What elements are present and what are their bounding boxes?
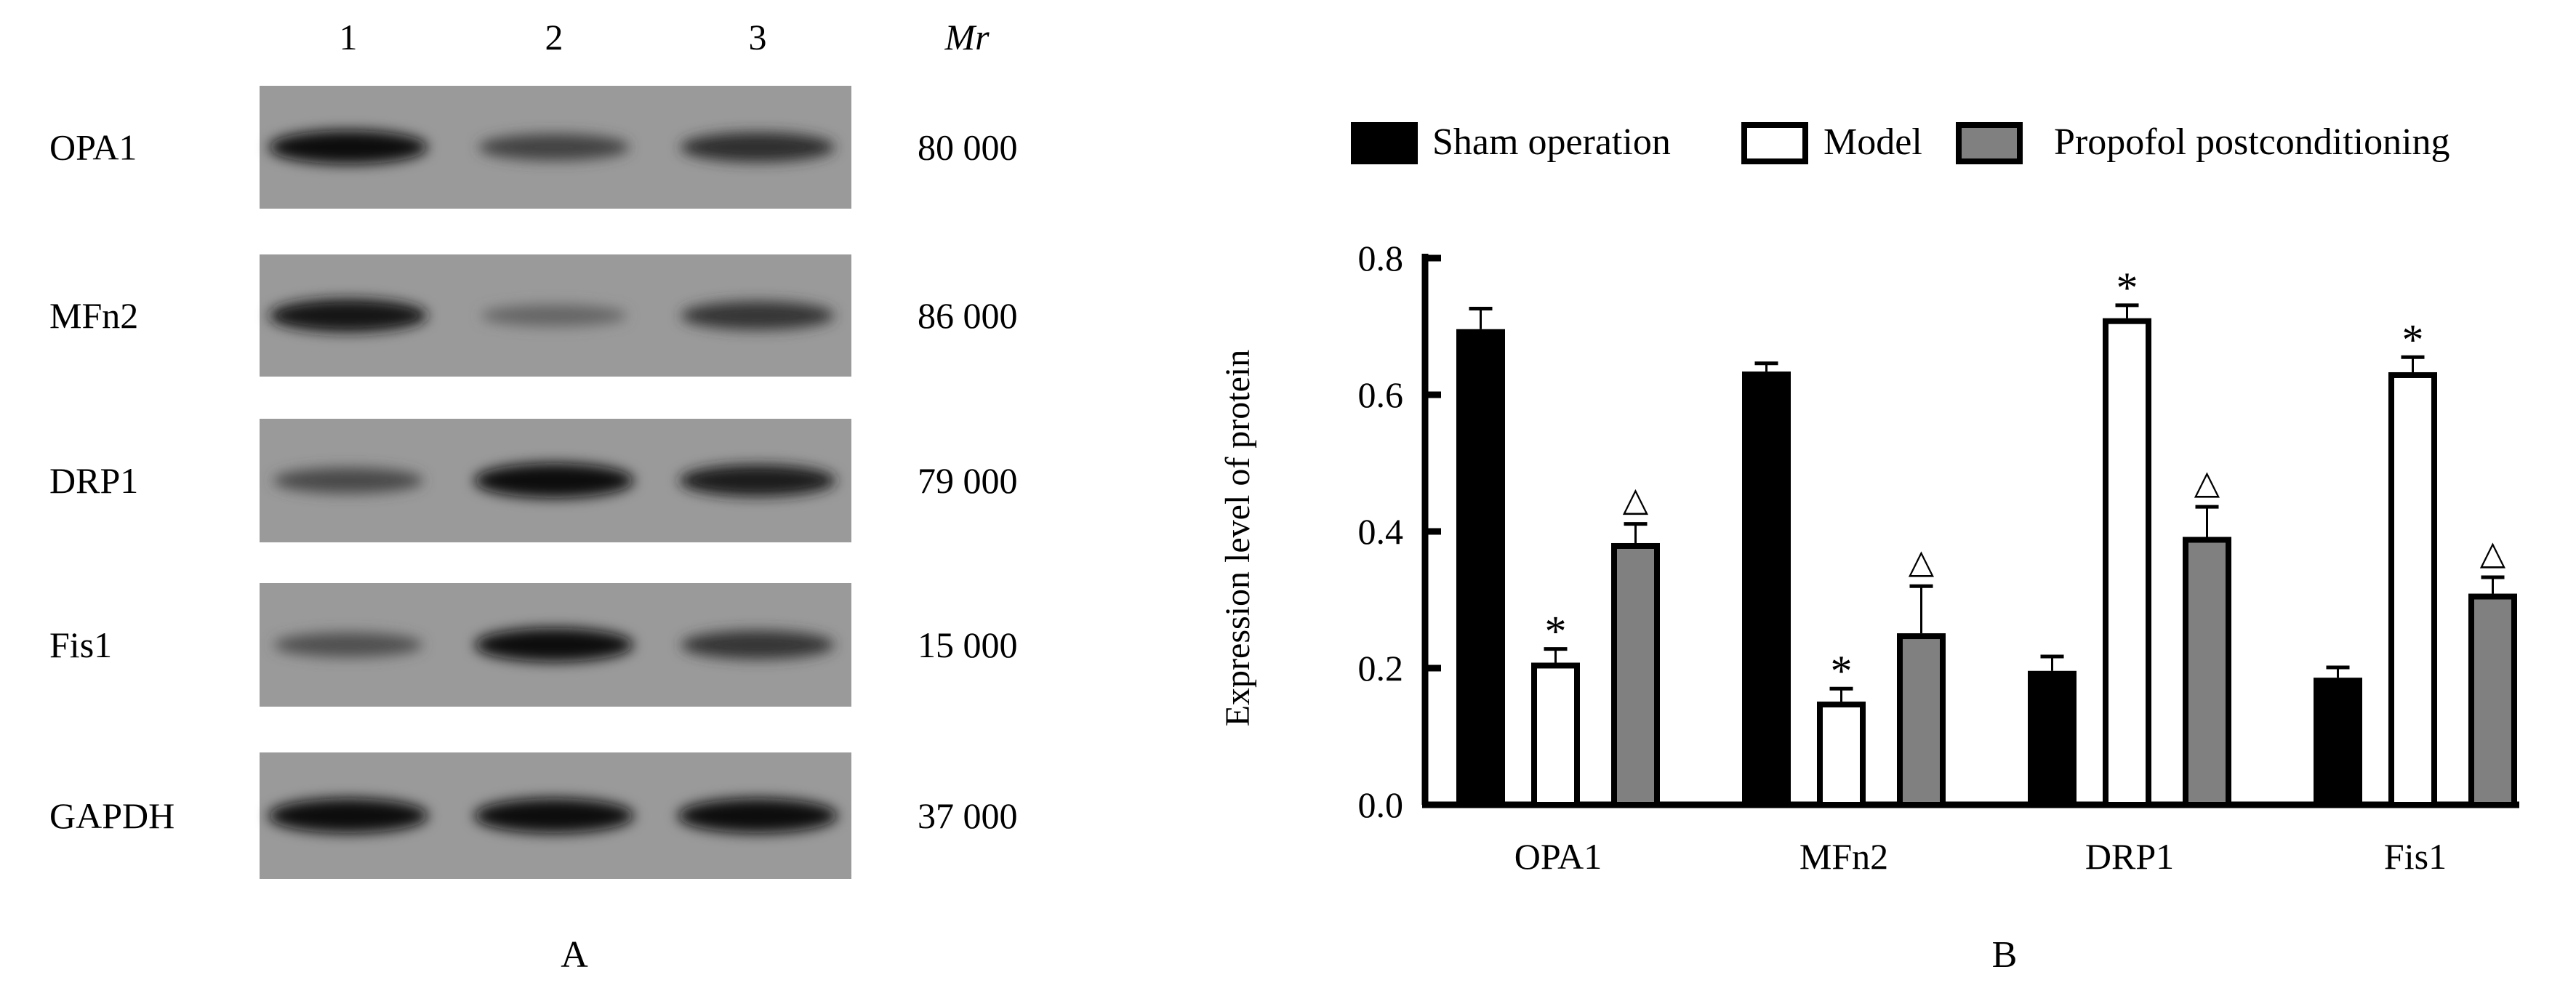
protein-label: GAPDH — [49, 795, 174, 836]
protein-band — [481, 305, 627, 326]
legend-swatch — [1351, 122, 1418, 164]
lane-label: 1 — [340, 17, 358, 57]
significance-star: * — [1545, 608, 1567, 656]
protein-band — [273, 467, 424, 494]
bar-mfn2-0 — [1742, 372, 1791, 808]
mr-value: 37 000 — [918, 795, 1018, 836]
significance-triangle: △ — [1623, 481, 1649, 518]
protein-band — [681, 301, 835, 330]
panel-label-b: B — [1992, 934, 2018, 976]
x-tick-label: MFn2 — [1799, 836, 1888, 877]
significance-star: * — [2402, 316, 2424, 364]
legend-label: Sham operation — [1432, 121, 1671, 163]
bar-fis1-1 — [2388, 372, 2437, 808]
bar-fis1-2 — [2468, 593, 2517, 808]
blot-row-fis1: Fis1 15 000 — [49, 583, 1018, 707]
legend-label: Propofol postconditioning — [2054, 121, 2450, 163]
blot-row-gapdh: GAPDH 37 000 — [49, 752, 1018, 879]
legend-swatch — [1956, 122, 2023, 164]
x-tick-label: OPA1 — [1514, 836, 1602, 877]
protein-label: Fis1 — [49, 625, 112, 665]
bar-opa1-0 — [1456, 329, 1505, 808]
protein-band — [474, 798, 634, 833]
bar-drp1-2 — [2183, 537, 2231, 808]
y-tick-label: 0.0 — [1358, 784, 1404, 825]
protein-band — [269, 299, 428, 332]
significance-triangle: △ — [1909, 543, 1935, 580]
y-tick-label: 0.8 — [1358, 238, 1404, 278]
mr-header: Mr — [944, 17, 990, 57]
lane-label: 2 — [545, 17, 563, 57]
protein-band — [678, 798, 838, 833]
bar-fis1-0 — [2314, 678, 2362, 808]
bar-drp1-0 — [2028, 670, 2077, 808]
y-axis-label: Expression level of protein — [1219, 350, 1257, 727]
x-tick-label: DRP1 — [2085, 836, 2174, 877]
protein-band — [273, 632, 423, 657]
protein-band — [268, 130, 428, 164]
protein-label: DRP1 — [49, 460, 138, 501]
protein-band — [478, 134, 630, 161]
mr-value: 79 000 — [918, 460, 1018, 501]
significance-triangle: △ — [2194, 464, 2220, 501]
protein-band — [474, 463, 634, 498]
panel-label-a: A — [561, 934, 588, 976]
x-tick-label: Fis1 — [2384, 836, 2447, 877]
bar-opa1-1 — [1531, 662, 1580, 808]
significance-triangle: △ — [2480, 534, 2506, 571]
western-blot-panel: 1 2 3 Mr OPA1 80 000 MFn2 86 000 DRP1 79 000 F… — [49, 17, 1018, 976]
bar-drp1-1 — [2103, 318, 2151, 808]
bar-chart-panel: Sham operation Model Propofol postconditio… — [1219, 121, 2519, 976]
bar-opa1-2 — [1611, 542, 1660, 808]
significance-star: * — [2116, 264, 2138, 312]
bar-mfn2-2 — [1897, 633, 1946, 808]
mr-value: 86 000 — [918, 295, 1018, 336]
legend: Sham operation Model Propofol postconditio… — [1351, 121, 2450, 164]
significance-star: * — [1831, 647, 1853, 695]
legend-swatch — [1741, 122, 1808, 164]
protein-band — [681, 630, 835, 659]
bar-mfn2-1 — [1817, 702, 1866, 808]
y-tick-label: 0.6 — [1358, 374, 1404, 415]
protein-band — [474, 627, 634, 662]
protein-band — [680, 132, 835, 162]
protein-band — [679, 465, 836, 497]
y-tick-label: 0.4 — [1358, 511, 1404, 552]
legend-label: Model — [1823, 121, 1922, 163]
mr-value: 80 000 — [918, 127, 1018, 168]
protein-label: MFn2 — [49, 295, 138, 336]
mr-value: 15 000 — [918, 625, 1018, 665]
lane-label: 3 — [749, 17, 767, 57]
blot-row-drp1: DRP1 79 000 — [49, 419, 1018, 542]
y-tick-label: 0.2 — [1358, 648, 1404, 688]
blot-row-mfn2: MFn2 86 000 — [49, 254, 1018, 377]
blot-row-opa1: OPA1 80 000 — [49, 86, 1018, 209]
protein-band — [268, 798, 428, 833]
protein-label: OPA1 — [49, 127, 137, 168]
